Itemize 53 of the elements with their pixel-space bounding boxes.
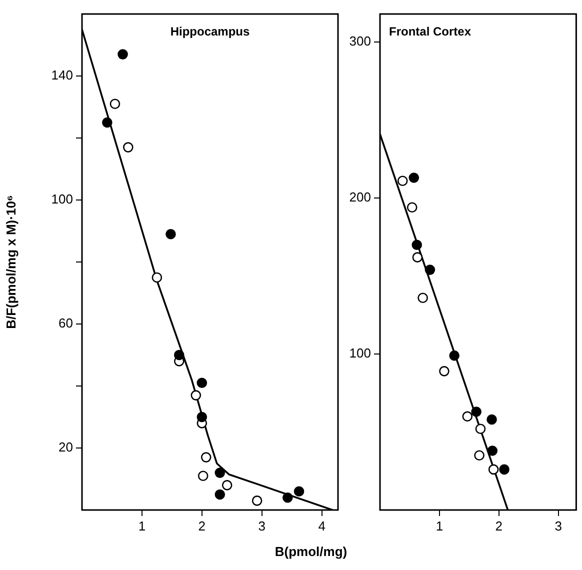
x-tick-label: 2 — [495, 518, 503, 534]
x-tick-label: 3 — [258, 518, 266, 534]
x-axis-title: B(pmol/mg) — [274, 544, 348, 559]
x-tick-label: 4 — [318, 518, 326, 534]
point — [449, 350, 460, 361]
x-tick-label: 1 — [436, 518, 444, 534]
point — [487, 446, 498, 456]
point — [488, 464, 499, 475]
point — [198, 470, 208, 482]
text: Hippocampus — [170, 24, 250, 38]
x-tick-label: 1 — [138, 518, 146, 534]
point — [196, 378, 208, 388]
point — [474, 450, 484, 461]
y-tick-label: 300 — [349, 34, 371, 49]
point — [418, 292, 428, 304]
text: Frontal Cortex — [388, 24, 472, 38]
y-tick-label: 20 — [58, 440, 73, 455]
point — [282, 492, 293, 503]
point — [439, 366, 450, 376]
y-tick-label: 60 — [58, 316, 73, 331]
point — [118, 49, 128, 60]
point — [200, 452, 212, 462]
point — [397, 176, 408, 186]
point — [499, 464, 510, 475]
point — [412, 240, 422, 250]
point — [110, 98, 120, 110]
point — [102, 117, 112, 128]
point — [406, 202, 418, 213]
point — [123, 142, 134, 152]
point — [174, 350, 184, 360]
point — [462, 411, 473, 422]
point — [408, 172, 420, 183]
point — [214, 468, 226, 478]
y-tick-label: 100 — [349, 346, 371, 361]
point — [424, 264, 436, 275]
point — [252, 496, 262, 506]
point — [196, 412, 208, 422]
point — [214, 489, 226, 500]
point — [190, 390, 202, 400]
point — [166, 228, 176, 240]
y-axis-title: B/F(pmol/mg x M)·10⁶ — [3, 195, 18, 329]
y-tick-label: 200 — [349, 190, 371, 205]
point — [486, 414, 497, 425]
point — [412, 252, 423, 262]
point — [152, 272, 162, 283]
point — [471, 406, 482, 417]
point — [294, 486, 304, 497]
point — [475, 424, 486, 434]
y-tick-label: 100 — [51, 192, 73, 207]
x-tick-label: 2 — [198, 518, 206, 534]
x-tick-label: 3 — [554, 518, 562, 534]
point — [222, 480, 232, 490]
y-tick-label: 140 — [51, 68, 73, 83]
